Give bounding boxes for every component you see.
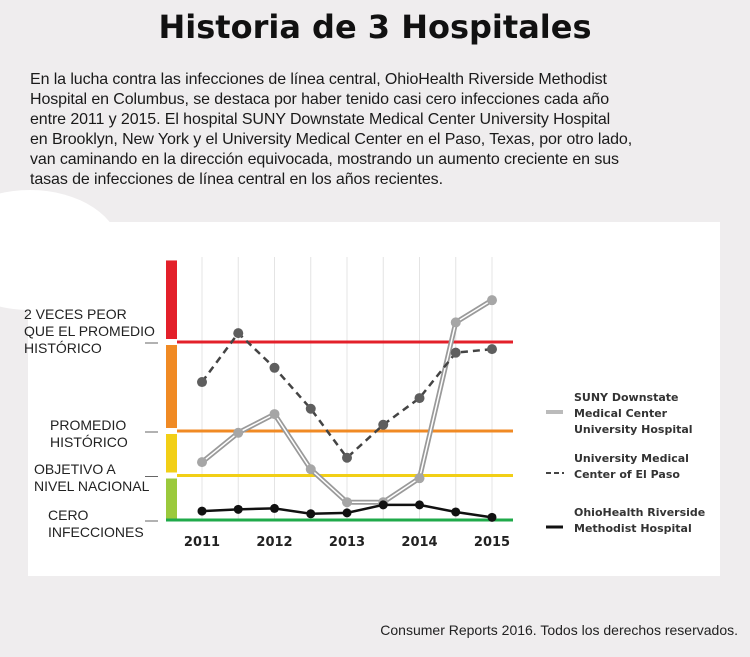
level-band: [166, 345, 177, 428]
legend-label: University Medical: [574, 452, 689, 465]
level-band: [166, 478, 177, 520]
level-band: [166, 260, 177, 339]
level-label: NIVEL NACIONAL: [34, 478, 150, 494]
intro-line: tasas de infecciones de línea central en…: [30, 171, 443, 188]
level-label: CERO: [48, 507, 89, 523]
data-point: [414, 473, 425, 484]
data-point: [487, 512, 497, 522]
data-point: [378, 419, 389, 430]
data-point: [233, 328, 244, 339]
intro-line: en Brooklyn, New York y el University Me…: [30, 131, 633, 148]
level-label: PROMEDIO: [50, 417, 126, 433]
data-point: [414, 393, 425, 404]
series-line: [200, 331, 493, 460]
data-point: [270, 503, 279, 513]
x-tick-label: 2011: [184, 535, 220, 550]
legend-label: Medical Center: [574, 407, 668, 420]
data-point: [269, 409, 280, 420]
data-point: [487, 295, 497, 306]
x-tick-label: 2014: [401, 535, 437, 550]
level-label: QUE EL PROMEDIO: [24, 323, 155, 339]
data-point: [342, 497, 352, 508]
level-label: 2 VECES PEOR: [24, 306, 127, 322]
legend-label: SUNY Downstate: [574, 391, 678, 404]
intro-line: entre 2011 y 2015. El hospital SUNY Down…: [30, 111, 611, 128]
data-point: [450, 317, 461, 328]
legend-label: Methodist Hospital: [574, 522, 692, 535]
data-point: [233, 504, 243, 514]
copyright-credit: Consumer Reports 2016. Todos los derecho…: [380, 622, 738, 638]
data-point: [233, 427, 244, 438]
data-point: [451, 507, 461, 517]
data-point: [378, 500, 388, 510]
data-point: [269, 362, 280, 373]
x-tick-label: 2013: [329, 535, 365, 550]
data-point: [415, 500, 424, 510]
x-tick-label: 2012: [256, 535, 292, 550]
level-label: HISTÓRICO: [24, 340, 102, 356]
level-label: HISTÓRICO: [50, 434, 128, 450]
legend-label: OhioHealth Riverside: [574, 506, 705, 519]
data-point: [306, 509, 316, 519]
intro-line: van caminando en la dirección equivocada…: [30, 151, 619, 168]
data-point: [197, 377, 207, 388]
page-title: Historia de 3 Hospitales: [158, 8, 592, 46]
legend-label: Center of El Paso: [574, 468, 680, 481]
x-tick-label: 2015: [474, 535, 510, 550]
level-label: INFECCIONES: [48, 524, 144, 540]
data-point: [305, 464, 316, 475]
level-band: [166, 434, 177, 473]
data-point: [487, 344, 497, 355]
data-point: [450, 347, 461, 358]
data-point: [305, 403, 316, 414]
data-point: [197, 506, 207, 516]
level-label: OBJETIVO A: [34, 461, 116, 477]
intro-paragraph: En la lucha contra las infecciones de lí…: [30, 70, 632, 190]
chart-panel: [28, 222, 720, 576]
intro-line: En la lucha contra las infecciones de lí…: [30, 71, 607, 88]
legend-label: University Hospital: [574, 423, 693, 436]
intro-line: Hospital en Columbus, se destaca por hab…: [30, 91, 610, 108]
data-point: [342, 452, 352, 463]
data-point: [197, 457, 207, 468]
data-point: [342, 508, 352, 518]
